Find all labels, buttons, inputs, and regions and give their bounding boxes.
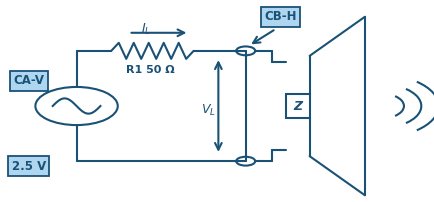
Text: Z: Z [293,100,302,113]
Text: CB-H: CB-H [263,10,296,23]
Text: 2.5 V: 2.5 V [12,160,46,173]
Text: $V_L$: $V_L$ [200,102,215,118]
Text: $I_L$: $I_L$ [141,22,151,37]
Text: R1 50 Ω: R1 50 Ω [126,65,174,75]
Text: CA-V: CA-V [13,75,44,87]
Bar [285,95,309,118]
